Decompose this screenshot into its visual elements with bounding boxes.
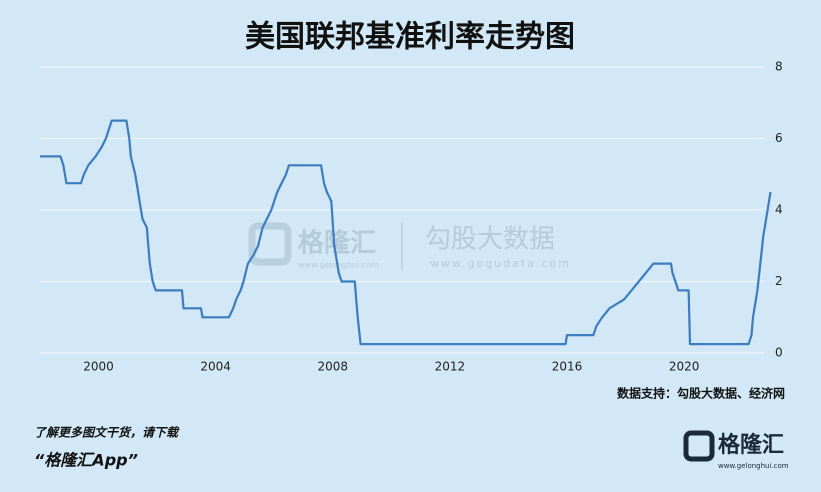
y-tick-label: 8 <box>775 60 783 74</box>
x-tick-label: 2020 <box>669 360 700 374</box>
x-tick-label: 2004 <box>200 360 231 374</box>
y-tick-label: 4 <box>775 203 783 217</box>
chart-title: 美国联邦基准利率走势图 <box>245 20 575 55</box>
plot-area: 0 2 4 6 8 2000 2004 2008 2012 2016 2020 <box>40 60 783 374</box>
y-tick-label: 0 <box>775 346 783 360</box>
footer-logo-icon <box>683 430 715 462</box>
x-tick-label: 2000 <box>83 360 114 374</box>
y-tick-label: 2 <box>775 274 783 288</box>
x-tick-label: 2016 <box>552 360 583 374</box>
footer-prompt: 了解更多图文干货，请下载 <box>34 426 180 440</box>
x-tick-label: 2012 <box>435 360 466 374</box>
watermark-partner: 勾股大数据 <box>425 225 555 255</box>
footer-logo: 格隆汇 <box>718 432 784 458</box>
footer-app: “格隆汇App” <box>34 451 138 470</box>
data-line <box>40 119 772 346</box>
x-tick-label: 2008 <box>318 360 349 374</box>
watermark-partner-url: www.gogudata.com <box>430 257 571 270</box>
watermark-brand: 格隆汇 <box>298 228 376 259</box>
source-note: 数据支持：勾股大数据、经济网 <box>617 386 785 401</box>
watermark-icon <box>248 222 292 266</box>
footer-logo-url: www.gelonghui.com <box>718 462 789 470</box>
y-tick-label: 6 <box>775 131 783 145</box>
